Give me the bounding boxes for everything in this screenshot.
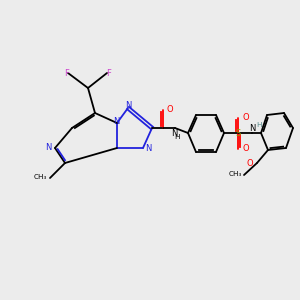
Text: O: O	[242, 113, 249, 122]
Text: H: H	[256, 122, 262, 128]
Text: O: O	[247, 159, 253, 168]
Text: S: S	[236, 128, 241, 137]
Text: CH₃: CH₃	[229, 171, 242, 177]
Text: H: H	[175, 134, 180, 140]
Text: N: N	[249, 124, 255, 133]
Text: N: N	[46, 143, 52, 152]
Text: N: N	[113, 117, 120, 126]
Text: N: N	[125, 101, 132, 110]
Text: N: N	[171, 129, 178, 138]
Text: CH₃: CH₃	[34, 174, 47, 180]
Text: F: F	[106, 68, 111, 77]
Text: O: O	[167, 105, 173, 114]
Text: F: F	[64, 68, 69, 77]
Text: O: O	[242, 144, 249, 153]
Text: N: N	[145, 144, 152, 153]
